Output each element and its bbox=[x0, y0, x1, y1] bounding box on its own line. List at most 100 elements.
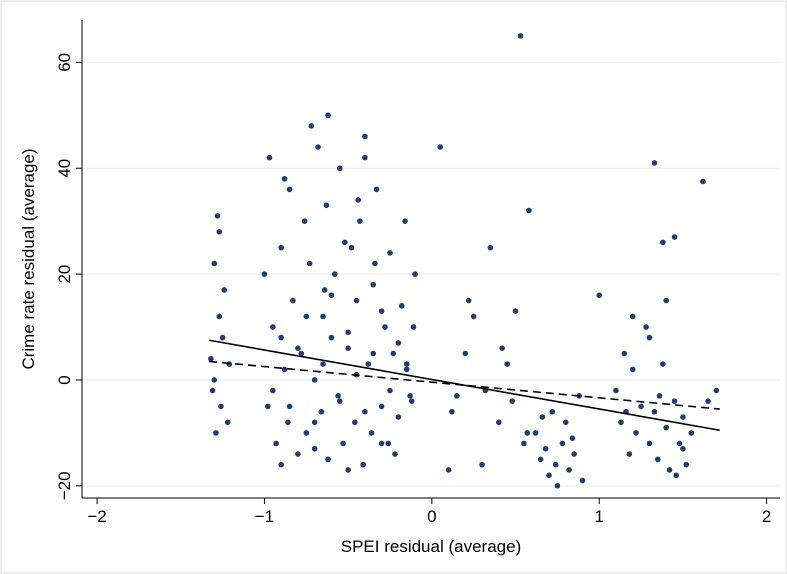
point bbox=[629, 366, 636, 373]
point bbox=[646, 440, 653, 447]
x-tick-label: 0 bbox=[427, 507, 436, 526]
point bbox=[209, 387, 216, 394]
point bbox=[353, 297, 360, 304]
point bbox=[408, 398, 415, 404]
point bbox=[676, 440, 683, 447]
point bbox=[281, 366, 288, 373]
point bbox=[629, 313, 636, 320]
point bbox=[671, 234, 678, 240]
point bbox=[311, 445, 318, 452]
point bbox=[705, 398, 711, 404]
point bbox=[321, 287, 328, 293]
fit-line bbox=[209, 339, 720, 432]
point bbox=[336, 398, 343, 404]
point bbox=[219, 334, 226, 341]
point bbox=[378, 403, 385, 410]
point bbox=[372, 260, 378, 267]
point bbox=[392, 451, 398, 457]
point bbox=[270, 324, 276, 330]
point bbox=[290, 297, 296, 304]
point bbox=[373, 186, 380, 193]
point bbox=[365, 361, 372, 367]
point bbox=[449, 408, 455, 415]
point bbox=[651, 160, 658, 166]
y-tick-label: −20 bbox=[55, 471, 74, 500]
point bbox=[360, 461, 367, 468]
point bbox=[320, 361, 326, 367]
point bbox=[660, 361, 666, 367]
point bbox=[208, 355, 214, 362]
x-tick-label: −2 bbox=[87, 507, 106, 526]
point bbox=[680, 445, 686, 452]
point bbox=[308, 123, 315, 129]
point bbox=[370, 281, 377, 288]
point bbox=[266, 154, 273, 161]
point bbox=[261, 271, 268, 277]
point bbox=[549, 408, 556, 415]
point bbox=[278, 461, 284, 468]
point bbox=[673, 472, 680, 479]
point bbox=[224, 419, 231, 426]
y-tick-label: 0 bbox=[55, 375, 74, 384]
fit-line bbox=[209, 360, 720, 410]
point bbox=[671, 398, 678, 404]
point bbox=[345, 345, 351, 351]
point bbox=[218, 403, 224, 410]
point bbox=[569, 435, 576, 441]
point bbox=[626, 451, 633, 457]
y-axis-title: Crime rate residual (average) bbox=[19, 148, 38, 369]
point bbox=[387, 387, 393, 394]
y-tick-label: 60 bbox=[55, 53, 74, 72]
point bbox=[285, 419, 291, 426]
point bbox=[495, 419, 502, 426]
point bbox=[221, 287, 228, 293]
point bbox=[663, 297, 669, 304]
point bbox=[524, 430, 531, 436]
point bbox=[368, 430, 375, 436]
point bbox=[270, 387, 276, 394]
point bbox=[370, 350, 377, 357]
point bbox=[504, 361, 510, 367]
point bbox=[454, 393, 460, 399]
point bbox=[487, 244, 494, 251]
point bbox=[378, 308, 385, 314]
point bbox=[613, 387, 619, 394]
point bbox=[278, 334, 284, 341]
point bbox=[311, 419, 318, 426]
point bbox=[537, 456, 544, 463]
point bbox=[546, 472, 552, 479]
point bbox=[571, 451, 577, 457]
point bbox=[688, 430, 695, 436]
point bbox=[216, 228, 223, 235]
point bbox=[341, 239, 348, 246]
point bbox=[345, 467, 351, 473]
point bbox=[335, 393, 341, 399]
point bbox=[479, 461, 485, 468]
point bbox=[517, 33, 524, 39]
point bbox=[618, 419, 624, 426]
point bbox=[273, 440, 279, 447]
point bbox=[407, 393, 413, 399]
point bbox=[301, 218, 308, 224]
point bbox=[596, 292, 603, 299]
point bbox=[651, 408, 658, 415]
point bbox=[638, 403, 644, 410]
point bbox=[278, 244, 284, 251]
point bbox=[621, 350, 628, 357]
point bbox=[395, 340, 402, 346]
point bbox=[655, 456, 661, 463]
point bbox=[465, 297, 472, 304]
point bbox=[328, 334, 335, 341]
point bbox=[318, 408, 325, 415]
point bbox=[331, 271, 338, 277]
point bbox=[542, 445, 549, 452]
point bbox=[362, 133, 368, 140]
point bbox=[680, 414, 686, 420]
point bbox=[403, 361, 410, 367]
point bbox=[295, 345, 301, 351]
point bbox=[398, 303, 405, 309]
y-tick-label: 20 bbox=[55, 265, 74, 284]
point bbox=[562, 419, 569, 426]
point bbox=[213, 430, 219, 436]
